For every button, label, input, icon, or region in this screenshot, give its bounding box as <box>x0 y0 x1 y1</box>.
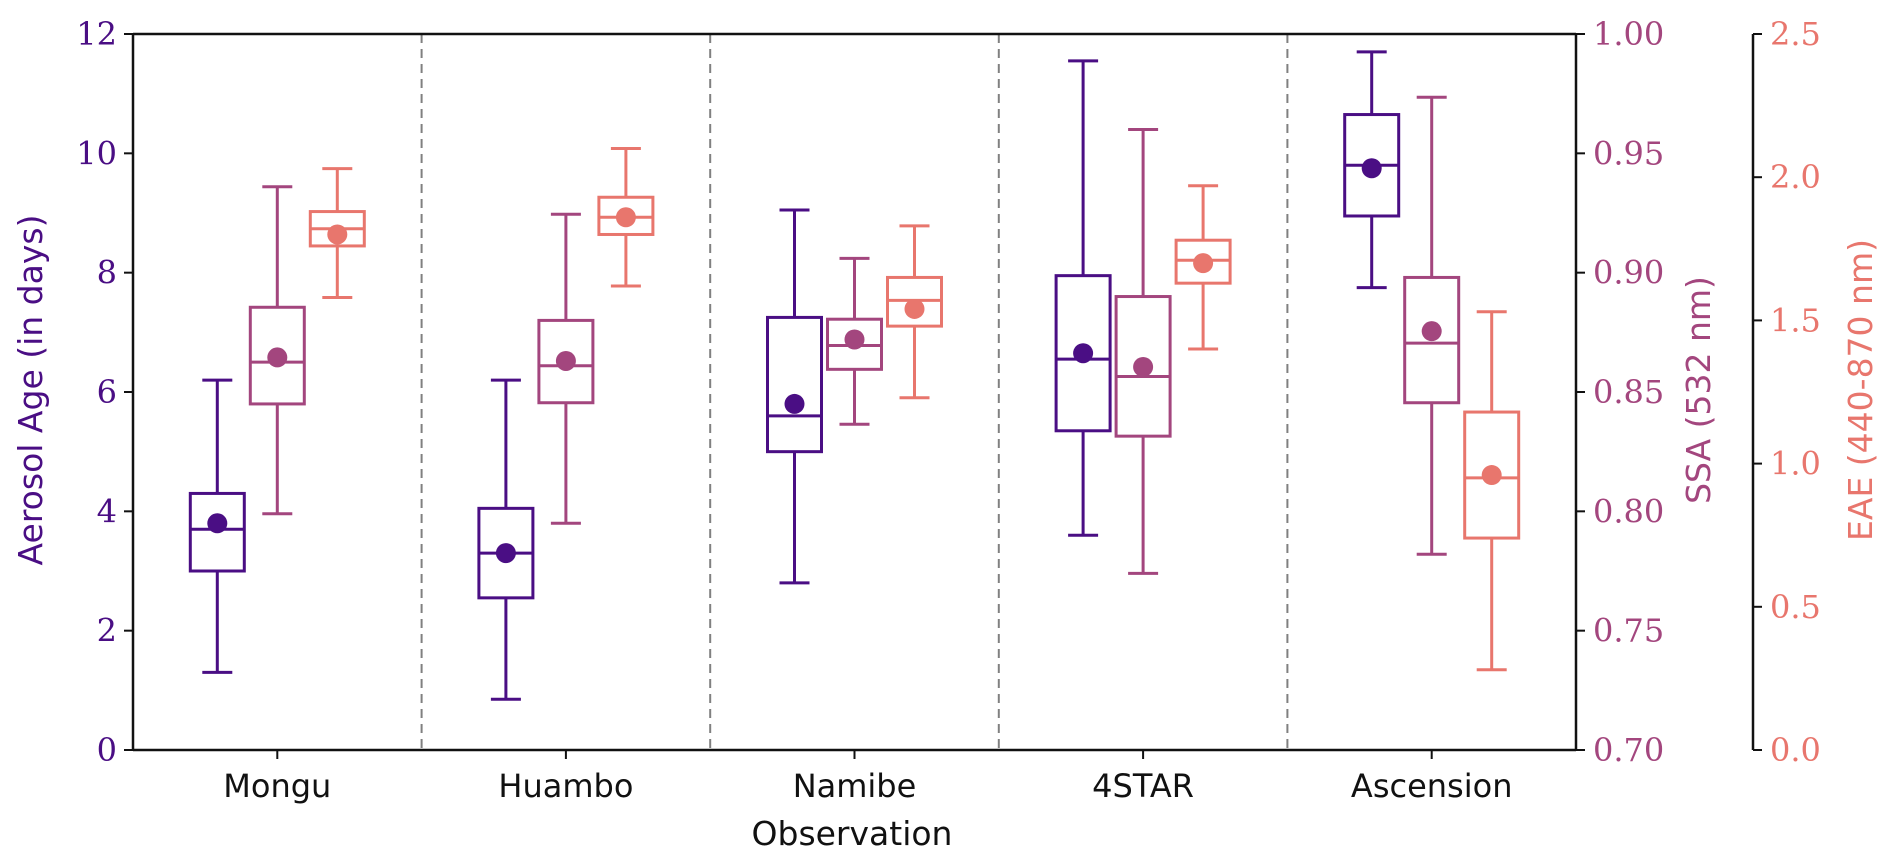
box-iqr <box>248 305 306 406</box>
box-age-huambo <box>477 378 535 701</box>
box-iqr <box>188 491 246 573</box>
left-tick-label: 4 <box>97 492 117 530</box>
left-tick-label: 6 <box>97 373 117 411</box>
mean-marker <box>495 543 516 564</box>
box-iqr <box>1114 295 1172 438</box>
mean-marker <box>844 329 865 350</box>
mean-marker <box>784 393 805 414</box>
y-axis-label-eae: EAE (440-870 nm) <box>1841 239 1880 541</box>
left-tick-label: 12 <box>76 15 117 53</box>
mean-marker <box>1193 253 1214 274</box>
x-axis-label: Observation <box>752 814 953 853</box>
box-iqr <box>537 318 595 405</box>
box-age-4star <box>1054 59 1112 537</box>
box-iqr <box>1054 274 1112 433</box>
eae-tick-label: 0.0 <box>1770 731 1821 769</box>
ssa-tick-label: 0.80 <box>1593 492 1664 530</box>
mean-marker <box>615 207 636 228</box>
mean-marker <box>555 350 576 371</box>
ssa-tick-label: 0.95 <box>1593 134 1664 172</box>
box-age-ascension <box>1343 50 1401 290</box>
box-age-mongu <box>188 378 246 674</box>
ssa-tick-label: 0.85 <box>1593 373 1664 411</box>
mean-marker <box>267 347 288 368</box>
x-tick-label: Mongu <box>223 767 331 805</box>
box-ssa-4star <box>1114 127 1172 575</box>
box-iqr <box>766 315 823 454</box>
mean-marker <box>1421 321 1442 342</box>
left-tick-label: 8 <box>97 254 117 292</box>
x-tick-label: Namibe <box>793 767 917 805</box>
box-ssa-ascension <box>1403 95 1461 556</box>
box-age-namibe <box>766 208 823 585</box>
ssa-tick-label: 0.70 <box>1593 731 1664 769</box>
box-iqr <box>1463 410 1521 540</box>
eae-tick-label: 1.0 <box>1770 445 1821 483</box>
eae-tick-label: 2.0 <box>1770 158 1821 196</box>
y-axis-label-ssa: SSA (532 nm) <box>1679 276 1718 504</box>
box-ssa-huambo <box>537 212 595 525</box>
ssa-tick-label: 1.00 <box>1593 15 1664 53</box>
x-tick-label: Huambo <box>498 767 633 805</box>
eae-tick-label: 2.5 <box>1770 15 1821 53</box>
box-eae-namibe <box>886 224 943 400</box>
box-ssa-mongu <box>248 185 306 516</box>
eae-tick-label: 1.5 <box>1770 301 1821 339</box>
mean-marker <box>1481 465 1502 486</box>
left-tick-label: 0 <box>97 731 117 769</box>
right-y-axis-eae: 0.0 0.5 1.0 1.5 2.0 2.5 <box>1751 15 1821 769</box>
x-tick-label: Ascension <box>1351 767 1513 805</box>
mean-marker <box>327 224 348 245</box>
ssa-tick-label: 0.75 <box>1593 612 1664 650</box>
x-axis: Mongu Huambo Namibe 4STAR Ascension <box>223 750 1512 805</box>
left-y-axis: 0 2 4 6 8 10 12 <box>76 15 133 769</box>
mean-marker <box>207 513 228 534</box>
mean-marker <box>1073 343 1094 364</box>
x-tick-label: 4STAR <box>1092 767 1194 805</box>
box-ssa-namibe <box>826 256 883 426</box>
left-tick-label: 10 <box>76 134 117 172</box>
y-axis-label-aerosol-age: Aerosol Age (in days) <box>11 215 50 566</box>
box-series <box>188 50 1521 701</box>
right-y-axis-ssa: 0.70 0.75 0.80 0.85 0.90 0.95 1.00 <box>1576 15 1664 769</box>
box-eae-mongu <box>308 167 366 299</box>
mean-marker <box>1361 158 1382 179</box>
box-eae-huambo <box>597 147 655 288</box>
mean-marker <box>904 298 925 319</box>
eae-tick-label: 0.5 <box>1770 588 1821 626</box>
box-iqr <box>1403 275 1461 405</box>
left-tick-label: 2 <box>97 612 117 650</box>
box-eae-4star <box>1174 184 1232 351</box>
ssa-tick-label: 0.90 <box>1593 254 1664 292</box>
mean-marker <box>1133 356 1154 377</box>
box-eae-ascension <box>1463 310 1521 672</box>
